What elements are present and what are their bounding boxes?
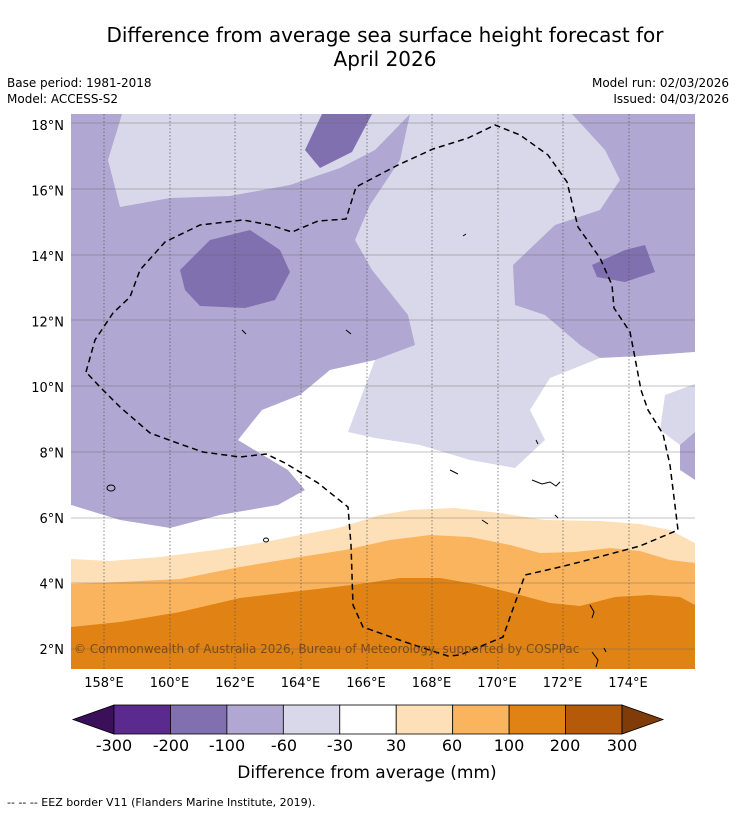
colorbar-tick-label: 30	[386, 736, 406, 755]
y-tick-label: 6°N	[40, 512, 65, 527]
colorbar-under-arrow	[71, 704, 115, 735]
y-tick-labels: 2°N 4°N 6°N 8°N 10°N 12°N 14°N 16°N 18°N	[31, 119, 64, 658]
colorbar-over-arrow	[621, 704, 665, 735]
colorbar: -300 -200 -100 -60 -30 30 60 100 200 300	[71, 704, 665, 755]
colorbar-tick-label: -30	[327, 736, 353, 755]
colorbar-tick-label: -60	[271, 736, 297, 755]
sla-field-dark-purple-blob-east	[592, 245, 655, 282]
colorbar-swatch	[565, 704, 623, 735]
sla-field-dark-orange-band	[71, 578, 695, 669]
x-tick-label: 164°E	[281, 676, 321, 691]
x-tick-label: 158°E	[84, 676, 124, 691]
colorbar-swatch	[452, 704, 510, 735]
island-majuro	[589, 604, 595, 619]
sla-field-purple-east	[513, 114, 695, 358]
colorbar-tick-label: -200	[153, 736, 189, 755]
y-tick-label: 10°N	[31, 381, 64, 396]
sla-field-dark-purple-blob-north	[305, 114, 372, 168]
eez-footnote: -- -- -- EEZ border V11 (Flanders Marine…	[7, 796, 316, 809]
x-tick-labels: 158°E 160°E 162°E 164°E 166°E 168°E 170°E 172°E…	[84, 676, 648, 691]
x-tick-label: 166°E	[346, 676, 386, 691]
colorbar-tick-label: 200	[550, 736, 581, 755]
island-wake	[462, 233, 467, 237]
issued-label: Issued: 04/03/2026	[613, 92, 729, 106]
colorbar-swatch	[170, 704, 228, 735]
model-label: Model: ACCESS-S2	[7, 92, 119, 106]
colorbar-tick-label: -100	[209, 736, 245, 755]
y-tick-label: 14°N	[31, 250, 64, 265]
colorbar-swatch	[339, 704, 397, 735]
colorbar-tick-label: 300	[607, 736, 638, 755]
island-enewetak	[241, 329, 247, 335]
colorbar-tick-label: 100	[494, 736, 525, 755]
copyright-notice: © Commonwealth of Australia 2026, Bureau…	[74, 642, 579, 656]
colorbar-swatch	[282, 704, 341, 735]
chart-title-line-1: Difference from average sea surface heig…	[106, 23, 664, 47]
y-tick-label: 12°N	[31, 316, 64, 331]
x-tick-label: 170°E	[477, 676, 517, 691]
colorbar-tick-label: 60	[442, 736, 462, 755]
island-kwajalein	[531, 479, 561, 487]
y-tick-label: 8°N	[40, 447, 65, 462]
island-jaluit	[603, 647, 607, 653]
x-tick-label: 162°E	[215, 676, 255, 691]
chart-title-line-2: April 2026	[333, 47, 437, 71]
island-mili	[591, 651, 599, 668]
x-tick-label: 172°E	[543, 676, 583, 691]
y-tick-label: 16°N	[31, 185, 64, 200]
colorbar-swatch	[226, 704, 284, 735]
meta-left: Base period: 1981-2018 Model: ACCESS-S2	[7, 75, 152, 107]
x-tick-label: 168°E	[412, 676, 452, 691]
island-pohnpei	[263, 537, 269, 543]
y-tick-label: 18°N	[31, 119, 64, 134]
x-tick-label: 160°E	[150, 676, 190, 691]
eez-border	[85, 124, 679, 657]
x-tick-label: 174°E	[608, 676, 648, 691]
y-tick-label: 2°N	[40, 643, 65, 658]
sla-field-purple-southeast	[680, 432, 695, 480]
colorbar-swatch	[395, 704, 454, 735]
island-outlines	[106, 233, 607, 668]
island-small-3	[535, 439, 539, 445]
sla-field-purple-west	[71, 114, 415, 528]
model-run-label: Model run: 02/03/2026	[591, 76, 729, 90]
island-small-1	[481, 519, 489, 525]
gridlines-lat	[71, 122, 695, 650]
y-tick-label: 4°N	[40, 578, 65, 593]
island-ebon	[449, 469, 459, 475]
colorbar-swatch	[113, 704, 171, 735]
colorbar-swatch	[508, 704, 566, 735]
base-period-label: Base period: 1981-2018	[7, 76, 152, 90]
chart-title: Difference from average sea surface heig…	[60, 23, 710, 71]
colorbar-tick-label: -300	[96, 736, 132, 755]
colorbar-title: Difference from average (mm)	[237, 763, 496, 783]
map-area: © Commonwealth of Australia 2026, Bureau…	[71, 114, 695, 669]
island-bikini	[345, 329, 352, 335]
meta-right: Model run: 02/03/2026 Issued: 04/03/2026	[592, 75, 729, 107]
island-small-2	[554, 514, 559, 519]
island-west	[106, 484, 116, 492]
